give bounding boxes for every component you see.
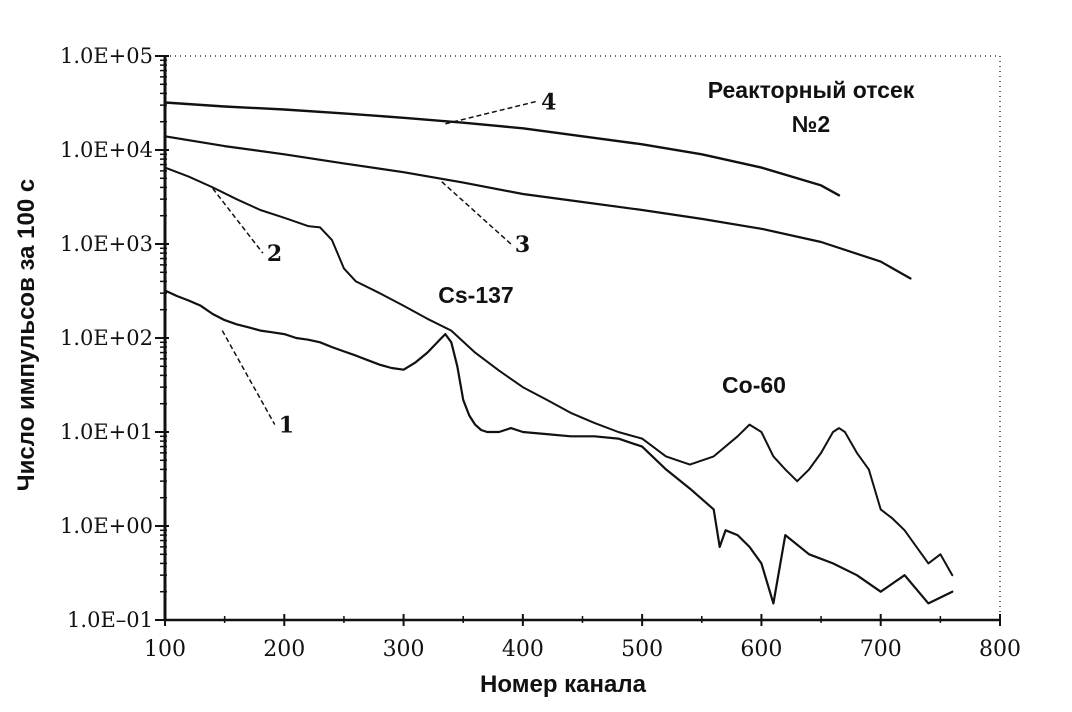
chart-subtitle: №2 xyxy=(792,111,830,137)
y-tick-label: 1.0E+04 xyxy=(60,138,153,162)
y-tick-label: 1.0E–01 xyxy=(67,608,153,632)
y-tick-label: 1.0E+02 xyxy=(60,326,153,350)
series-4-pointer xyxy=(445,100,538,125)
plot-frame xyxy=(163,55,1001,622)
x-tick-labels: 100 200 300 400 500 600 700 800 xyxy=(144,614,1021,662)
annotation-co60: Co-60 xyxy=(722,372,786,398)
y-tick-label: 1.0E+03 xyxy=(60,232,153,256)
annotation-cs137: Cs-137 xyxy=(438,282,513,308)
series-2-line xyxy=(164,166,954,577)
series-group xyxy=(163,101,954,605)
series-3-label: 3 xyxy=(515,232,530,258)
series-number-labels: 1 2 3 4 xyxy=(267,89,557,438)
x-tick-label: 400 xyxy=(502,637,544,662)
x-tick-label: 500 xyxy=(621,637,663,662)
y-tick-label: 1.0E+01 xyxy=(60,420,153,444)
series-3-pointer xyxy=(441,181,512,245)
x-tick-label: 300 xyxy=(383,637,425,662)
series-4-label: 4 xyxy=(541,89,556,115)
x-tick-label: 200 xyxy=(263,637,305,662)
x-axis-label: Номер канала xyxy=(480,671,647,698)
series-2-pointer xyxy=(212,187,264,254)
y-tick-label: 1.0E+00 xyxy=(60,514,153,538)
series-2-label: 2 xyxy=(267,241,282,267)
y-axis-label: Число импульсов за 100 с xyxy=(13,179,40,491)
y-tick-labels: 1.0E+05 1.0E+04 1.0E+03 1.0E+02 1.0E+01 1.0E+… xyxy=(60,44,169,632)
x-tick-label: 700 xyxy=(860,637,902,662)
y-tick-label: 1.0E+05 xyxy=(60,44,153,68)
chart-title: Реакторный отсек xyxy=(708,77,915,103)
series-1-line xyxy=(163,289,954,605)
series-4-line xyxy=(163,101,841,197)
x-tick-label: 800 xyxy=(979,637,1021,662)
series-3-line xyxy=(163,135,912,280)
x-tick-label: 600 xyxy=(740,637,782,662)
series-pointer-group xyxy=(212,100,538,425)
series-1-label: 1 xyxy=(279,413,294,439)
series-1-pointer xyxy=(221,330,276,425)
x-tick-label: 100 xyxy=(144,637,186,662)
